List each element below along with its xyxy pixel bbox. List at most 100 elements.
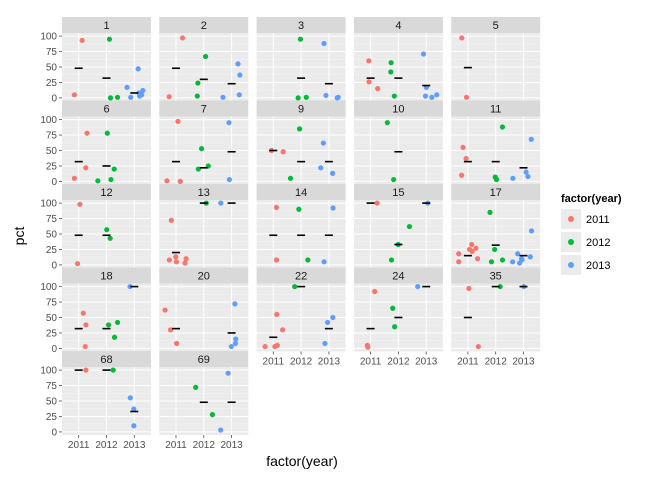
facet-strip-label: 2: [201, 20, 207, 32]
data-point-2011: [474, 256, 481, 262]
data-point-2012: [388, 60, 394, 66]
facet-strip-label: 20: [198, 271, 210, 283]
data-point-2012: [95, 178, 101, 184]
data-point-2011: [174, 340, 180, 347]
facet-strip: [451, 267, 541, 284]
data-point-2011: [179, 35, 186, 41]
facet-panel-35: 35 2011 2012 2013: [451, 267, 541, 368]
data-point-2011: [463, 94, 470, 100]
data-point-2013: [528, 136, 534, 142]
data-point-2013: [320, 140, 326, 146]
data-point-2013: [318, 165, 324, 171]
y-tick-label: 0: [51, 177, 57, 188]
facet-strip: [353, 17, 443, 33]
x-tick-label: 2012: [485, 357, 508, 368]
data-point-2013: [218, 427, 224, 433]
y-axis-title: pct: [11, 227, 27, 246]
data-point-2011: [475, 343, 481, 350]
legend-key-2011: [568, 216, 574, 222]
data-point-2011: [469, 248, 475, 254]
data-point-2011: [456, 259, 462, 265]
data-point-2012: [390, 305, 396, 311]
x-tick-label: 2011: [457, 357, 479, 368]
data-point-2013: [225, 370, 231, 376]
data-point-2012: [107, 95, 114, 101]
legend-key-2013: [568, 262, 574, 268]
data-point-2011: [182, 260, 188, 266]
x-tick-label: 2011: [165, 440, 187, 451]
facet-strip-label: 11: [490, 104, 501, 116]
x-tick-label: 2013: [123, 440, 146, 451]
data-point-2013: [226, 176, 232, 183]
data-point-2011: [459, 172, 465, 178]
data-point-2011: [173, 254, 179, 260]
y-tick-label: 0: [51, 260, 57, 271]
data-point-2011: [274, 257, 280, 263]
y-tick-label: 50: [46, 146, 58, 157]
facet-panel-2: 2: [159, 17, 249, 101]
data-point-2012: [106, 36, 113, 42]
data-point-2012: [193, 384, 199, 390]
data-point-2011: [177, 178, 183, 185]
data-point-2013: [527, 254, 533, 260]
facet-strip: [159, 17, 249, 33]
data-point-2013: [420, 51, 427, 57]
facet-strip: [451, 17, 541, 33]
facet-panel-1: 1 0 25 50 75 100: [40, 17, 151, 104]
data-point-2011: [162, 307, 168, 313]
data-point-2012: [111, 166, 117, 172]
facet-strip-label: 18: [100, 271, 112, 283]
data-point-2012: [194, 93, 200, 99]
y-tick-label: 75: [46, 214, 58, 225]
facet-strip: [62, 100, 151, 117]
data-point-2013: [127, 395, 133, 401]
data-point-2013: [236, 92, 242, 98]
data-point-2011: [274, 311, 280, 318]
legend-label-2012: 2012: [586, 237, 610, 249]
y-tick-label: 75: [46, 381, 58, 392]
data-point-2013: [128, 94, 134, 100]
data-point-2013: [429, 94, 435, 100]
facet-strip-label: 5: [493, 20, 499, 32]
data-point-2013: [330, 170, 336, 176]
x-tick-label: 2011: [263, 357, 285, 368]
data-point-2011: [372, 288, 378, 295]
y-tick-label: 25: [46, 328, 58, 339]
data-point-2012: [296, 126, 303, 132]
facet-strip: [62, 351, 151, 367]
facet-panel-69: 69 2011 2012 2013: [159, 351, 249, 451]
facet-strip-label: 10: [392, 104, 404, 116]
data-point-2012: [384, 120, 390, 126]
y-tick-label: 0: [51, 93, 57, 104]
data-point-2013: [334, 95, 340, 101]
facet-strip-label: 35: [490, 271, 502, 283]
data-point-2013: [228, 343, 234, 350]
facet-strip: [256, 100, 346, 117]
facet-panel-3: 3: [256, 17, 346, 101]
data-point-2011: [365, 344, 371, 350]
data-point-2013: [321, 259, 327, 265]
y-tick-label: 75: [46, 47, 58, 58]
data-point-2013: [232, 340, 239, 347]
data-point-2013: [510, 175, 516, 181]
data-point-2013: [325, 319, 331, 326]
data-point-2013: [140, 87, 146, 94]
facet-panel-12: 12 0 25 50 75 100: [40, 184, 151, 271]
data-point-2011: [83, 367, 89, 373]
data-point-2012: [499, 257, 506, 263]
x-tick-label: 2012: [290, 357, 313, 368]
legend-label-2013: 2013: [586, 260, 610, 272]
facet-panel-10: 10: [353, 100, 443, 185]
data-point-2012: [305, 257, 311, 263]
data-point-2011: [83, 165, 89, 171]
facet-strip: [256, 267, 346, 284]
facet-strip-label: 15: [392, 187, 404, 199]
data-point-2013: [218, 200, 224, 206]
data-point-2013: [232, 301, 238, 307]
y-tick-label: 50: [46, 230, 58, 241]
legend-key-2012: [568, 239, 574, 245]
data-point-2012: [114, 94, 121, 100]
data-point-2012: [198, 146, 205, 152]
data-point-2011: [473, 245, 479, 251]
